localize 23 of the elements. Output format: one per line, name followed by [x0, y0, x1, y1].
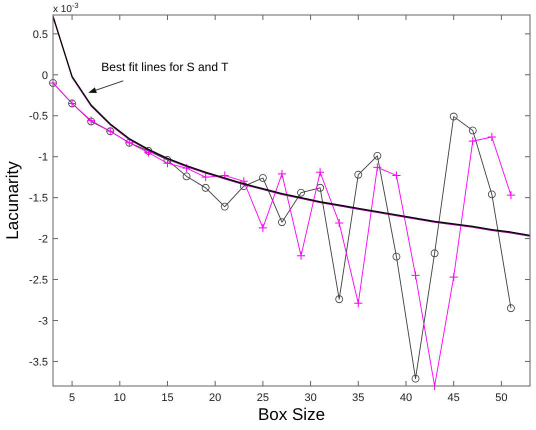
x-tick-label: 40 [400, 392, 412, 404]
x-tick-label: 15 [161, 392, 174, 404]
x-tick-label: 35 [352, 392, 364, 404]
x-tick-label: 20 [209, 392, 222, 404]
y-tick-label: -2.5 [29, 274, 48, 287]
y-tick-label: 0 [42, 70, 48, 82]
y-axis-title: Lacunarity [3, 160, 22, 240]
x-tick-label: 5 [69, 392, 76, 404]
annotation: x 10$^{-3}$ [53, 0, 79, 15]
x-tick-label: 50 [495, 392, 508, 404]
annotation: Best fit lines for S and T [101, 60, 230, 74]
y-tick-label: -1 [38, 152, 48, 164]
x-tick-label: 10 [114, 392, 126, 404]
x-tick-label: 25 [256, 392, 270, 404]
x-tick-label: 30 [304, 392, 317, 404]
y-tick-label: -3 [38, 315, 48, 328]
x-tick-label: 45 [448, 392, 460, 404]
y-tick-label: 0.5 [32, 28, 48, 41]
y-tick-label: -3.5 [29, 356, 48, 368]
y-tick-label: -0.5 [29, 110, 48, 123]
x-axis-title: Box Size [258, 405, 326, 424]
y-tick-label: -1.5 [29, 192, 48, 205]
y-tick-label: -2 [38, 234, 48, 246]
